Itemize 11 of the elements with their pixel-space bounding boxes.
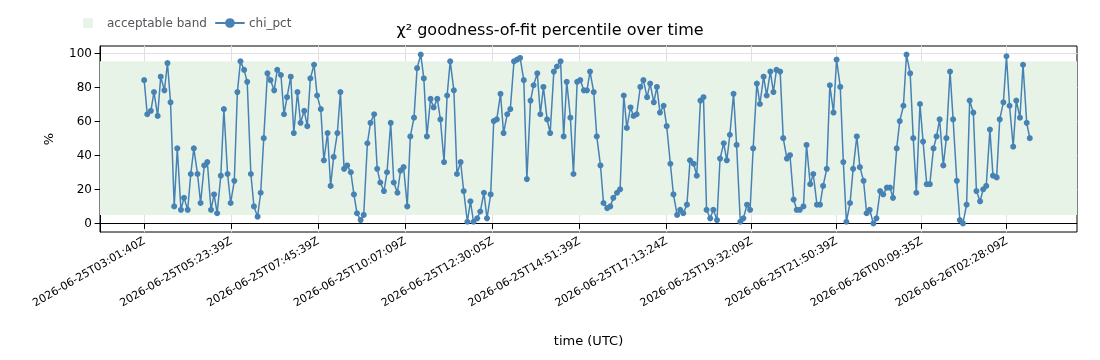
legend-label: chi_pct bbox=[248, 16, 292, 30]
y-tick-label: 20 bbox=[76, 182, 92, 197]
chart-title: χ² goodness-of-fit percentile over time bbox=[396, 19, 704, 39]
legend-label: acceptable band bbox=[107, 16, 207, 30]
y-tick-label: 40 bbox=[76, 148, 92, 163]
x-axis-title: time (UTC) bbox=[553, 333, 624, 348]
y-tick-label: 0 bbox=[84, 216, 92, 231]
y-tick-label: 60 bbox=[76, 114, 92, 129]
y-tick-label: 80 bbox=[76, 79, 92, 94]
y-tick-label: 100 bbox=[69, 45, 92, 60]
y-axis-title: % bbox=[41, 132, 56, 146]
